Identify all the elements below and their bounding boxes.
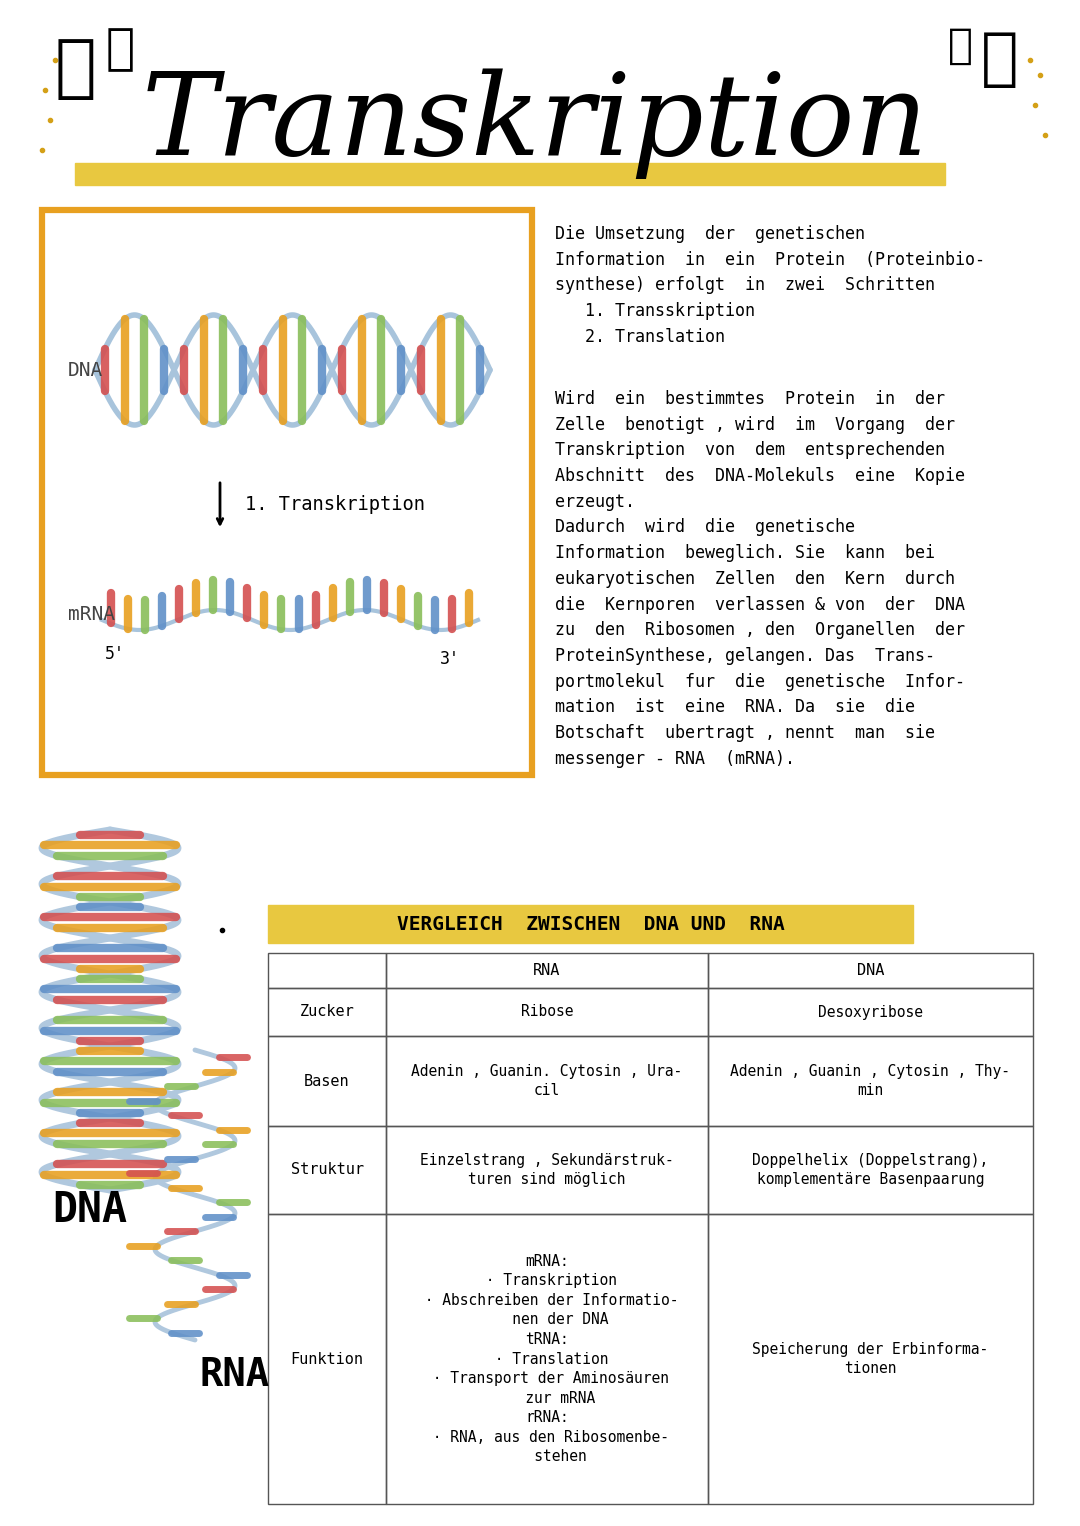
Text: Adenin , Guanin , Cytosin , Thy-
min: Adenin , Guanin , Cytosin , Thy- min xyxy=(730,1064,1011,1099)
Text: 5': 5' xyxy=(105,645,125,662)
Text: Ribose: Ribose xyxy=(521,1004,573,1019)
Text: Speicherung der Erbinforma-
tionen: Speicherung der Erbinforma- tionen xyxy=(753,1341,988,1376)
Text: 3': 3' xyxy=(440,650,460,668)
Bar xyxy=(42,211,532,775)
Bar xyxy=(708,1036,1032,1126)
Text: Zucker: Zucker xyxy=(299,1004,354,1019)
Bar xyxy=(268,1215,386,1505)
Text: RNA: RNA xyxy=(200,1357,270,1393)
Text: Struktur: Struktur xyxy=(291,1163,364,1178)
Text: Einzelstrang , Sekundärstruk-
turen sind möglich: Einzelstrang , Sekundärstruk- turen sind… xyxy=(420,1152,674,1187)
Text: mRNA:
 · Transkription
 · Abschreiben der Informatio-
   nen der DNA
tRNA:
 · Tr: mRNA: · Transkription · Abschreiben der … xyxy=(416,1254,678,1465)
Text: Doppelhelix (Doppelstrang),
komplementäre Basenpaarung: Doppelhelix (Doppelstrang), komplementär… xyxy=(753,1152,988,1187)
Text: DNA: DNA xyxy=(68,360,104,380)
Bar xyxy=(268,987,386,1036)
Bar xyxy=(708,954,1032,987)
Text: 𖡼: 𖡼 xyxy=(982,31,1018,90)
Text: RNA: RNA xyxy=(534,963,561,978)
Text: Die Umsetzung  der  genetischen
Information  in  ein  Protein  (Proteinbio-
synt: Die Umsetzung der genetischen Informatio… xyxy=(555,224,985,346)
Bar xyxy=(708,987,1032,1036)
Text: 1. Transkription: 1. Transkription xyxy=(245,496,426,514)
Bar xyxy=(268,954,386,987)
Text: Transkription: Transkription xyxy=(141,69,929,179)
Text: Basen: Basen xyxy=(305,1073,350,1088)
Bar xyxy=(268,1126,386,1215)
Text: 𖡼: 𖡼 xyxy=(947,24,972,67)
Text: 𖡼: 𖡼 xyxy=(54,35,96,102)
Bar xyxy=(386,987,708,1036)
Text: Adenin , Guanin. Cytosin , Ura-
cil: Adenin , Guanin. Cytosin , Ura- cil xyxy=(411,1064,683,1099)
Text: 𖡼: 𖡼 xyxy=(106,24,135,73)
Bar xyxy=(386,1215,708,1505)
Text: DNA: DNA xyxy=(52,1189,127,1231)
Text: DNA: DNA xyxy=(856,963,885,978)
Bar xyxy=(386,1036,708,1126)
Text: Funktion: Funktion xyxy=(291,1352,364,1366)
Text: Wird  ein  bestimmtes  Protein  in  der
Zelle  benotigt , wird  im  Vorgang  der: Wird ein bestimmtes Protein in der Zelle… xyxy=(555,391,966,768)
Bar xyxy=(268,905,913,943)
Text: mRNA: mRNA xyxy=(68,606,114,624)
Bar xyxy=(75,163,945,185)
Bar xyxy=(708,1215,1032,1505)
Text: Desoxyribose: Desoxyribose xyxy=(818,1004,923,1019)
Bar xyxy=(386,954,708,987)
Bar xyxy=(386,1126,708,1215)
Bar xyxy=(708,1126,1032,1215)
Text: VERGLEICH  ZWISCHEN  DNA UND  RNA: VERGLEICH ZWISCHEN DNA UND RNA xyxy=(396,914,784,934)
Bar xyxy=(268,1036,386,1126)
